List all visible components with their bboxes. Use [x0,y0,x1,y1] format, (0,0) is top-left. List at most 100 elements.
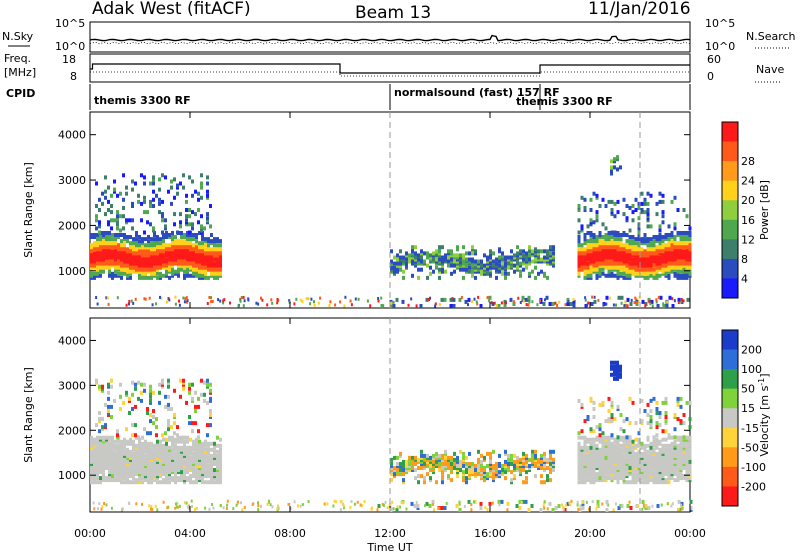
heatmap-cell [276,507,279,511]
heatmap-cell [134,382,137,387]
heatmap-cell [162,462,165,466]
heatmap-cell [147,265,150,270]
heatmap-cell [128,502,131,505]
heatmap-cell [106,296,109,300]
heatmap-cell [188,390,191,395]
heatmap-cell [592,241,596,246]
heatmap-cell [207,251,210,256]
heatmap-cell [113,218,116,223]
heatmap-cell [204,462,207,466]
heatmap-cell [159,265,162,270]
heatmap-cell [625,233,629,237]
heatmap-cell [652,235,656,239]
heatmap-cell [141,249,144,254]
heatmap-cell [146,407,149,411]
heatmap-cell [587,301,590,305]
heatmap-cell [583,470,587,475]
heatmap-cell [161,218,164,223]
heatmap-cell [350,500,353,504]
heatmap-cell [643,409,647,413]
heatmap-cell [652,255,656,260]
heatmap-cell [580,445,584,450]
heatmap-cell [114,476,117,481]
heatmap-cell [619,165,622,170]
heatmap-cell [679,247,683,252]
heatmap-cell [114,233,117,237]
heatmap-cell [531,453,534,458]
colorbar-tick-label: -100 [741,461,766,474]
heatmap-cell [455,504,459,508]
heatmap-cell [429,455,432,460]
heatmap-cell [676,208,680,212]
heatmap-cell [116,433,119,438]
heatmap-cell [156,265,159,270]
heatmap-cell [402,255,405,260]
heatmap-cell [583,255,587,260]
heatmap-cell [152,197,155,202]
heatmap-cell [415,304,418,308]
heatmap-cell [676,231,680,235]
heatmap-cell [277,506,280,510]
heatmap-cell [525,261,528,266]
heatmap-cell [616,376,619,381]
heatmap-cell [213,265,216,270]
heatmap-cell [344,295,347,299]
heatmap-cell [210,447,213,452]
heatmap-cell [319,296,322,300]
heatmap-cell [552,251,555,256]
heatmap-cell [625,255,629,260]
heatmap-cell [132,247,135,252]
heatmap-cell [570,499,573,503]
heatmap-cell [685,231,689,235]
heatmap-cell [206,400,209,405]
time-tick-label: 00:00 [674,527,706,540]
heatmap-cell [104,195,107,200]
heatmap-cell [637,201,641,206]
heatmap-cell [622,443,626,448]
heatmap-cell [527,508,531,512]
heatmap-cell [161,199,164,204]
heatmap-cell [597,298,600,302]
heatmap-cell [242,295,245,299]
heatmap-cell [438,275,441,280]
heatmap-cell [369,304,372,308]
colorbar-tick-label: 200 [741,344,762,357]
heatmap-cell [134,386,137,391]
heatmap-cell [189,462,192,466]
heatmap-cell [619,447,623,452]
heatmap-cell [528,253,531,258]
heatmap-cell [655,300,658,304]
heatmap-cell [543,455,546,460]
colorbar-swatch [722,408,738,429]
heatmap-cell [389,506,392,510]
heatmap-cell [180,241,183,246]
heatmap-cell [592,443,596,448]
heatmap-cell [540,466,543,470]
heatmap-cell [552,462,555,466]
heatmap-cell [146,431,149,436]
heatmap-cell [216,435,219,440]
heatmap-cell [435,480,438,485]
heatmap-cell [137,435,140,440]
heatmap-cell [655,212,659,217]
heatmap-cell [613,437,617,442]
heatmap-cell [158,197,161,202]
heatmap-cell [554,301,557,305]
heatmap-cell [90,435,93,440]
heatmap-cell [192,251,195,256]
heatmap-cell [634,265,638,270]
heatmap-cell [156,508,159,512]
heatmap-cell [189,265,192,270]
heatmap-cell [631,204,635,208]
heatmap-cell [334,303,337,307]
heatmap-cell [655,275,659,280]
heatmap-cell [393,455,396,460]
heatmap-cell [161,173,164,178]
heatmap-cell [211,299,214,303]
heatmap-cell [607,199,611,204]
heatmap-cell [102,247,105,252]
heatmap-cell [501,261,504,266]
heatmap-cell [119,191,122,196]
heatmap-cell [198,451,201,456]
heatmap-cell [625,451,629,456]
